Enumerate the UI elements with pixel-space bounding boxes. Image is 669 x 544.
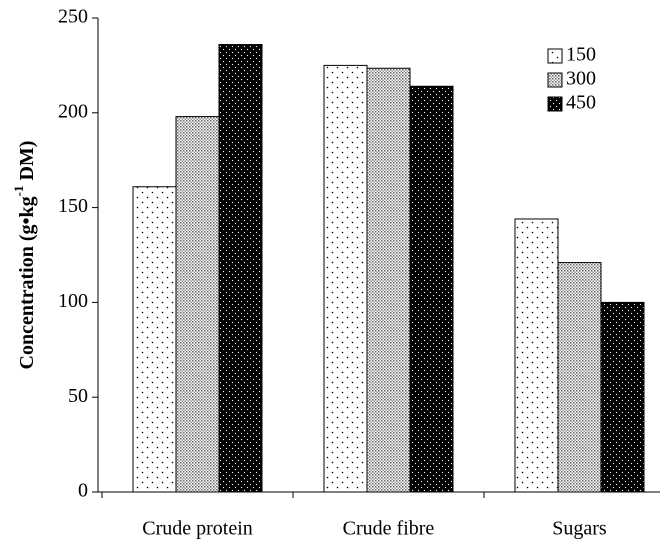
bar — [600, 301, 645, 493]
y-tick-label: 0 — [78, 480, 88, 502]
bar — [175, 116, 220, 493]
legend-label: 150 — [566, 44, 596, 66]
y-label-part: DM) — [16, 141, 38, 186]
legend-label: 300 — [566, 68, 596, 90]
bar — [557, 262, 602, 493]
legend-swatch — [547, 96, 563, 112]
y-label-part: Concentration (g•kg — [16, 196, 38, 369]
y-tick-label: 250 — [58, 6, 88, 28]
bar — [323, 64, 368, 493]
legend-swatch — [547, 48, 563, 64]
x-tick-label: Crude protein — [142, 518, 253, 540]
y-label-sup: -1 — [11, 186, 26, 197]
legend-label: 450 — [566, 92, 596, 114]
y-tick-label: 150 — [58, 195, 88, 217]
y-axis-label: Concentration (g•kg-1 DM) — [11, 141, 38, 370]
bar — [366, 67, 411, 493]
bar — [132, 186, 177, 493]
bar — [409, 85, 454, 493]
legend-swatch — [547, 72, 563, 88]
bar — [514, 218, 559, 493]
bar — [218, 44, 263, 493]
y-tick-label: 200 — [58, 100, 88, 122]
y-tick-label: 50 — [68, 385, 88, 407]
y-tick-label: 100 — [58, 290, 88, 312]
x-tick-label: Sugars — [552, 518, 607, 540]
x-tick-label: Crude fibre — [343, 518, 435, 540]
